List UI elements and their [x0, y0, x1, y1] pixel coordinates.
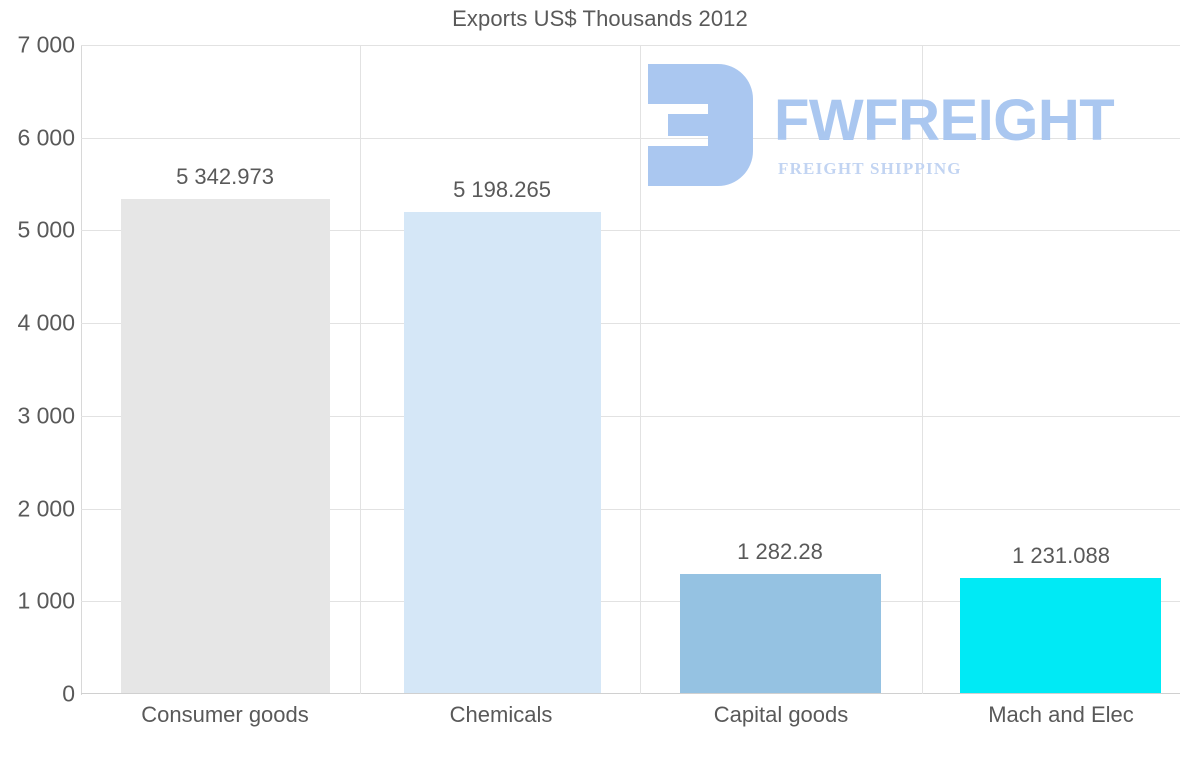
chart-title: Exports US$ Thousands 2012 [452, 6, 748, 31]
gridline-vertical [360, 45, 361, 694]
x-tick-label-consumer-goods: Consumer goods [141, 702, 309, 727]
y-axis: 7 000 6 000 5 000 4 000 3 000 2 000 1 00… [0, 32, 75, 707]
bar-value-label: 5 198.265 [453, 177, 551, 202]
bar-value-label: 5 342.973 [176, 164, 274, 189]
gridline-horizontal [81, 601, 1180, 603]
gridline-horizontal [81, 45, 1180, 46]
y-axis-line [81, 45, 82, 695]
bar-value-label: 1 282.28 [737, 539, 823, 564]
gridline-horizontal [81, 230, 1180, 232]
bar-capital-goods[interactable] [680, 574, 881, 693]
y-tick-label: 0 [62, 680, 75, 707]
y-tick-label: 1 000 [17, 587, 75, 614]
gridline-horizontal [81, 415, 1180, 417]
y-tick-label: 5 000 [17, 216, 75, 243]
gridline-horizontal [81, 137, 1180, 139]
bar-consumer-goods[interactable] [121, 199, 330, 693]
y-tick-label: 2 000 [17, 495, 75, 522]
x-tick-label-mach-and-elec: Mach and Elec [988, 702, 1134, 727]
y-tick-label: 6 000 [17, 124, 75, 151]
gridline-vertical [922, 45, 923, 694]
x-tick-label-capital-goods: Capital goods [713, 702, 849, 727]
gridline-vertical [640, 45, 641, 694]
plot-area: 5 342.973 5 198.265 1 282.28 1 231.088 [81, 45, 1180, 695]
y-tick-label: 3 000 [17, 402, 75, 429]
bar-chemicals[interactable] [404, 212, 601, 693]
bar-value-label: 1 231.088 [1012, 543, 1110, 568]
x-axis-line [81, 693, 1180, 694]
x-tick-label-chemicals: Chemicals [449, 702, 553, 727]
gridline-horizontal [81, 323, 1180, 325]
y-tick-label: 7 000 [17, 31, 75, 58]
gridline-horizontal [81, 508, 1180, 510]
bar-mach-and-elec[interactable] [960, 578, 1161, 693]
y-tick-label: 4 000 [17, 309, 75, 336]
